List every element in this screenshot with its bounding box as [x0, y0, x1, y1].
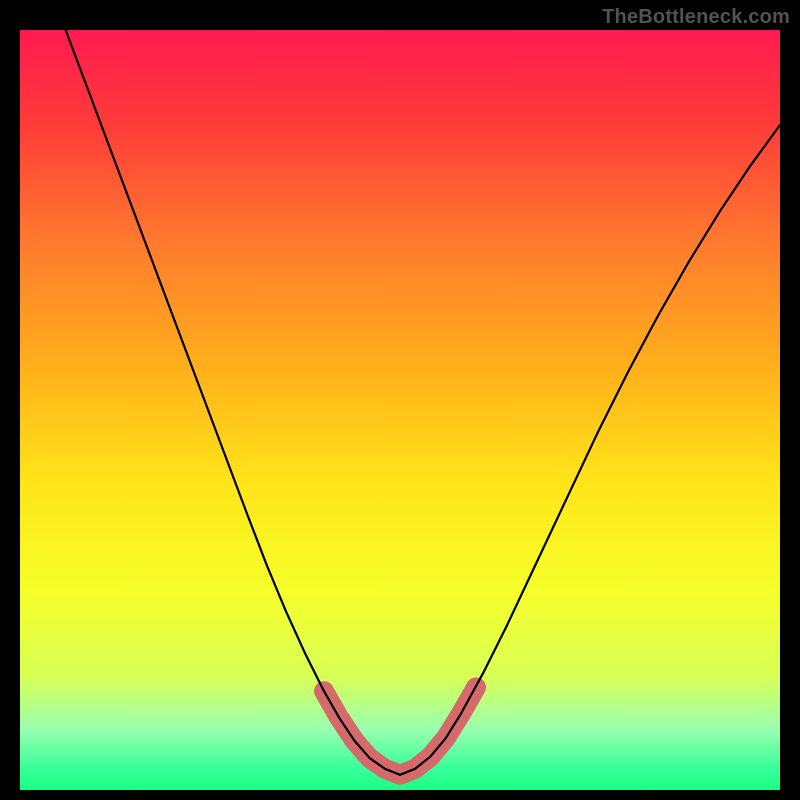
chart-frame: TheBottleneck.com — [0, 0, 800, 800]
chart-area — [20, 30, 780, 790]
gradient-background — [20, 30, 780, 790]
bottleneck-curve-chart — [20, 30, 780, 790]
watermark-text: TheBottleneck.com — [602, 6, 790, 29]
